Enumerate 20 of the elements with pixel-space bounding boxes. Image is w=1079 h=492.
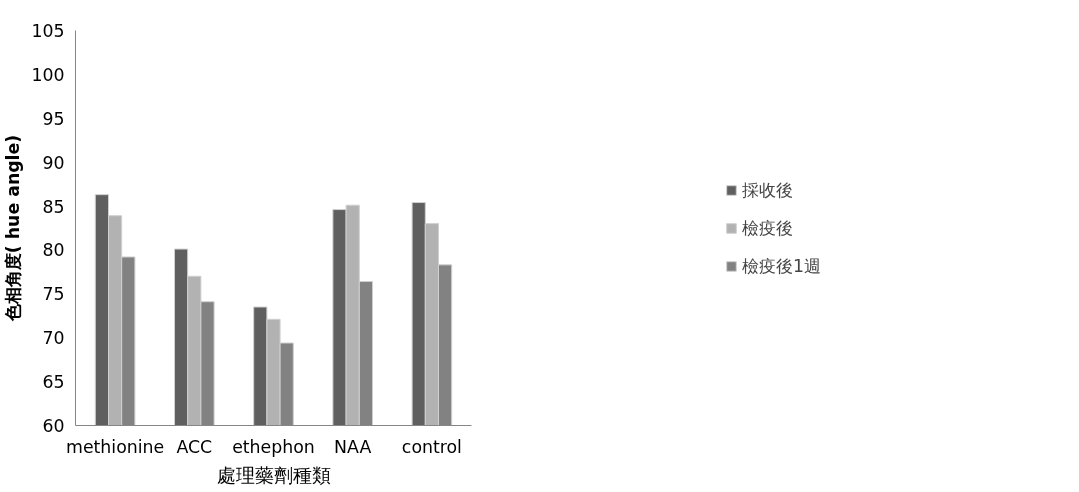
x-tick-label: control [401, 436, 462, 457]
legend-label: 檢疫後 [741, 216, 793, 240]
y-tick-label: 105 [31, 21, 65, 41]
x-tick-label: methionine [66, 436, 165, 457]
x-tick-label: ACC [176, 436, 213, 457]
legend-label: 採收後 [741, 178, 793, 202]
y-tick-label: 60 [42, 416, 65, 436]
y-tick-label: 70 [42, 328, 65, 349]
x-tick-label: ethephon [232, 436, 315, 457]
x-tick-label: NAA [334, 436, 372, 457]
x-axis-title: 處理藥劑種類 [216, 464, 331, 486]
y-tick-label: 95 [42, 108, 65, 129]
y-tick-label: 75 [42, 284, 65, 305]
legend-label: 檢疫後1週 [741, 254, 822, 278]
y-tick-label: 65 [42, 372, 65, 393]
y-tick-label: 100 [31, 64, 65, 85]
y-tick-label: 80 [42, 240, 65, 261]
y-axis-title: 色相角度( hue angle) [3, 134, 24, 323]
y-tick-label: 85 [42, 196, 65, 217]
y-tick-label: 90 [42, 152, 65, 173]
